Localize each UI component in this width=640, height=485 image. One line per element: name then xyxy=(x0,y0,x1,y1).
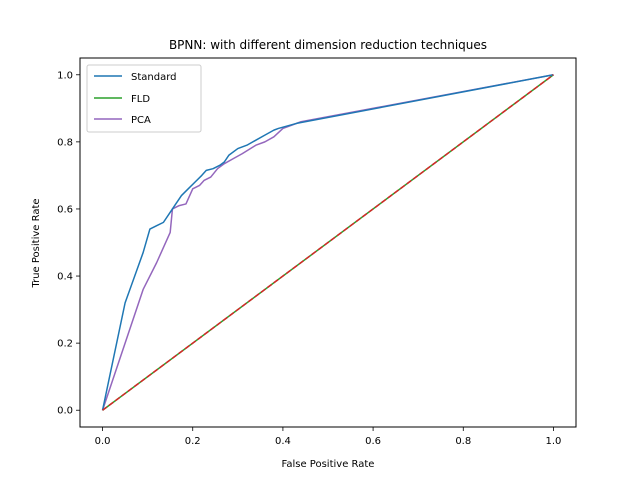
plot-frame xyxy=(79,57,577,428)
x-tick-label: 0.8 xyxy=(455,436,471,447)
legend: Standard FLD PCA xyxy=(86,64,202,133)
y-tick-label: 0.4 xyxy=(57,272,73,283)
x-axis: 0.0 0.2 0.4 0.6 0.8 1.0 xyxy=(95,427,562,447)
chart-title: BPNN: with different dimension reduction… xyxy=(169,38,487,52)
y-tick-label: 0.2 xyxy=(57,339,73,350)
plot-area xyxy=(101,74,554,411)
x-tick-label: 0.2 xyxy=(185,436,201,447)
legend-label-standard: Standard xyxy=(131,72,177,83)
x-tick-label: 0.4 xyxy=(275,436,291,447)
series-line-chance-diagonal xyxy=(102,74,554,411)
x-tick-label: 0.6 xyxy=(365,436,381,447)
y-axis-label: True Positive Rate xyxy=(31,198,42,288)
x-tick-label: 0.0 xyxy=(95,436,111,447)
y-tick-label: 0.0 xyxy=(57,406,73,417)
y-tick-label: 1.0 xyxy=(57,70,73,81)
legend-label-pca: PCA xyxy=(131,115,151,126)
y-axis: 0.0 0.2 0.4 0.6 0.8 1.0 xyxy=(57,70,80,417)
series-line-standard xyxy=(101,74,554,411)
x-axis-label: False Positive Rate xyxy=(282,459,375,470)
y-tick-label: 0.6 xyxy=(57,204,73,215)
y-tick-label: 0.8 xyxy=(57,137,73,148)
x-tick-label: 1.0 xyxy=(546,436,562,447)
legend-box xyxy=(86,64,202,133)
series-line-pca xyxy=(101,74,554,411)
legend-label-fld: FLD xyxy=(131,94,150,105)
